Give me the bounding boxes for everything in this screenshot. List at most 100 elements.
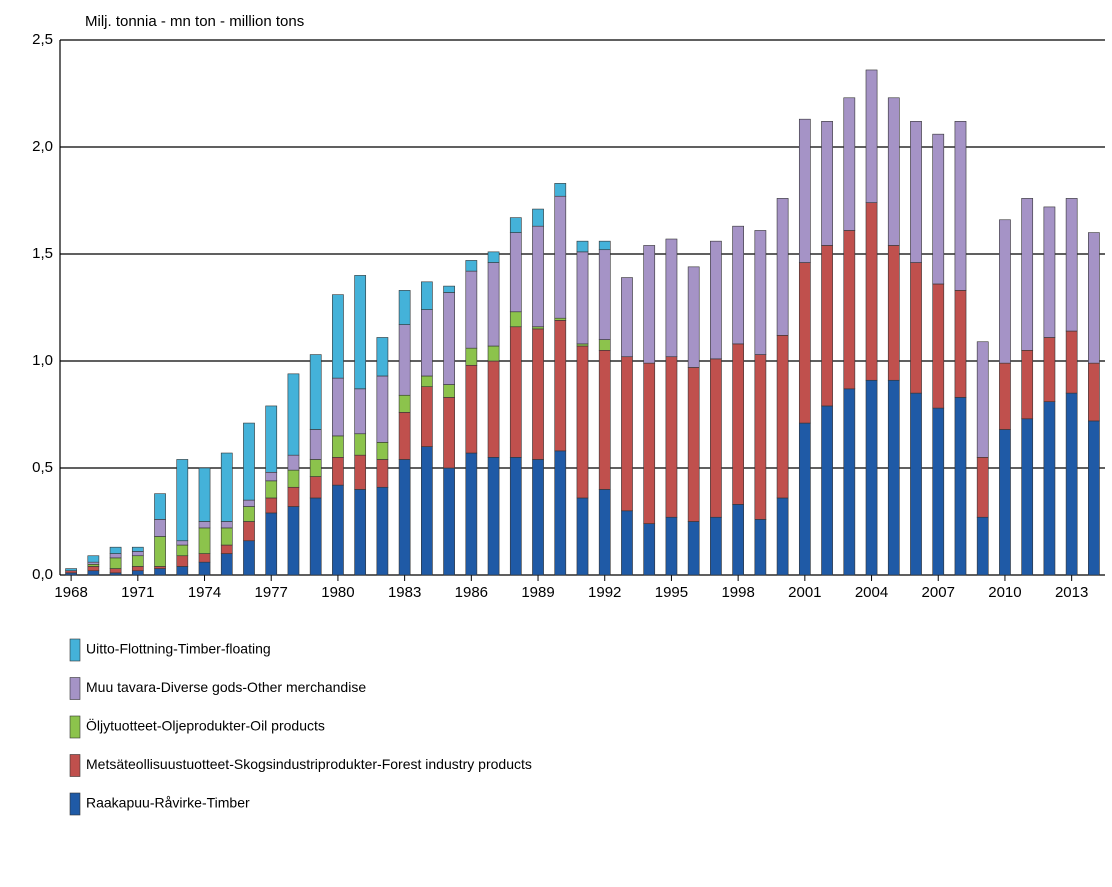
bar-segment xyxy=(843,97,856,231)
bar-segment xyxy=(798,118,811,263)
bar-segment xyxy=(621,510,633,576)
bar-segment xyxy=(1021,418,1034,576)
bar-segment xyxy=(243,521,255,542)
bar-segment xyxy=(776,198,789,336)
bar-segment xyxy=(910,262,922,394)
bar-segment xyxy=(198,467,211,522)
bar-segment xyxy=(798,262,811,424)
y-tick-label: 0,0 xyxy=(32,566,53,583)
bar-segment xyxy=(265,497,278,514)
legend-swatch xyxy=(69,715,81,739)
bar-segment xyxy=(710,240,722,360)
bar-segment xyxy=(1043,337,1056,402)
bar-segment xyxy=(443,285,455,293)
bar-segment xyxy=(309,476,322,499)
x-tick-label: 2004 xyxy=(855,584,888,601)
bar-segment xyxy=(999,362,1011,430)
bar-segment xyxy=(154,493,166,520)
bar-segment xyxy=(487,456,500,576)
bar-segment xyxy=(398,412,411,460)
bar-segment xyxy=(1043,401,1056,576)
bar-segment xyxy=(910,121,922,263)
bar-segment xyxy=(131,546,144,552)
bar-segment xyxy=(354,489,367,576)
bar-segment xyxy=(443,292,455,385)
bar-segment xyxy=(176,544,189,557)
bar-segment xyxy=(1088,420,1100,576)
x-tick-label: 2001 xyxy=(788,584,821,601)
x-tick-label: 1983 xyxy=(388,584,421,601)
bar-segment xyxy=(176,540,189,546)
x-tick-label: 2013 xyxy=(1055,584,1088,601)
bar-segment xyxy=(932,133,945,285)
legend-label: Uitto-Flottning-Timber-floating xyxy=(86,641,271,657)
bar-segment xyxy=(131,566,144,572)
x-tick-label: 1971 xyxy=(121,584,154,601)
bar-segment xyxy=(509,232,522,313)
x-tick-label: 1968 xyxy=(54,584,87,601)
bar-segment xyxy=(687,367,700,522)
bar-segment xyxy=(109,553,122,559)
bar-segment xyxy=(576,497,589,576)
bar-segment xyxy=(532,208,544,227)
bar-segment xyxy=(154,568,166,576)
bar-segment xyxy=(131,551,144,557)
bar-segment xyxy=(576,343,589,347)
bar-segment xyxy=(954,397,967,576)
bar-segment xyxy=(65,568,77,572)
bar-segment xyxy=(176,459,189,542)
bar-segment xyxy=(1021,198,1034,351)
bar-segment xyxy=(1043,206,1056,338)
bar-segment xyxy=(87,555,100,563)
bar-segment xyxy=(131,570,144,576)
bar-segment xyxy=(598,349,611,490)
bar-segment xyxy=(176,566,189,576)
y-tick-label: 1,5 xyxy=(32,245,53,262)
legend-swatch xyxy=(69,754,81,777)
bar-segment xyxy=(287,486,300,507)
bar-segment xyxy=(1088,232,1100,364)
bar-segment xyxy=(821,121,833,246)
bar-segment xyxy=(354,454,367,490)
bar-segment xyxy=(976,341,989,458)
bar-segment xyxy=(532,459,544,576)
bar-segment xyxy=(554,183,567,197)
bar-segment xyxy=(509,326,522,458)
x-tick-label: 1980 xyxy=(321,584,354,601)
bar-segment xyxy=(598,240,611,251)
bar-segment xyxy=(665,356,678,518)
bar-segment xyxy=(732,504,744,576)
bar-segment xyxy=(309,354,322,430)
bar-segment xyxy=(598,489,611,576)
bar-segment xyxy=(376,459,389,488)
bar-segment xyxy=(421,281,433,310)
bar-segment xyxy=(532,326,544,330)
legend-swatch xyxy=(69,792,81,816)
bar-segment xyxy=(376,486,389,576)
bar-segment xyxy=(1088,362,1100,422)
bar-segment xyxy=(643,245,656,364)
bar-segment xyxy=(198,561,211,576)
bar-segment xyxy=(465,270,478,349)
bar-segment xyxy=(665,516,678,576)
bar-segment xyxy=(598,249,611,340)
bar-segment xyxy=(621,356,633,512)
bar-segment xyxy=(487,360,500,458)
legend-label: Muu tavara-Diverse gods-Other merchandis… xyxy=(86,679,366,695)
bar-segment xyxy=(220,452,233,522)
bar-segment xyxy=(687,521,700,576)
bar-segment xyxy=(887,245,900,381)
bar-segment xyxy=(798,422,811,576)
bar-segment xyxy=(1065,330,1078,394)
bar-segment xyxy=(332,294,344,379)
bar-segment xyxy=(465,347,478,366)
bar-segment xyxy=(443,397,455,469)
bar-segment xyxy=(65,570,77,574)
y-tick-label: 2,0 xyxy=(32,138,53,155)
x-tick-label: 1974 xyxy=(188,584,221,601)
bar-segment xyxy=(398,324,411,396)
bar-segment xyxy=(532,225,544,328)
bar-segment xyxy=(398,290,411,325)
bar-segment xyxy=(1065,392,1078,576)
bar-segment xyxy=(843,230,856,390)
